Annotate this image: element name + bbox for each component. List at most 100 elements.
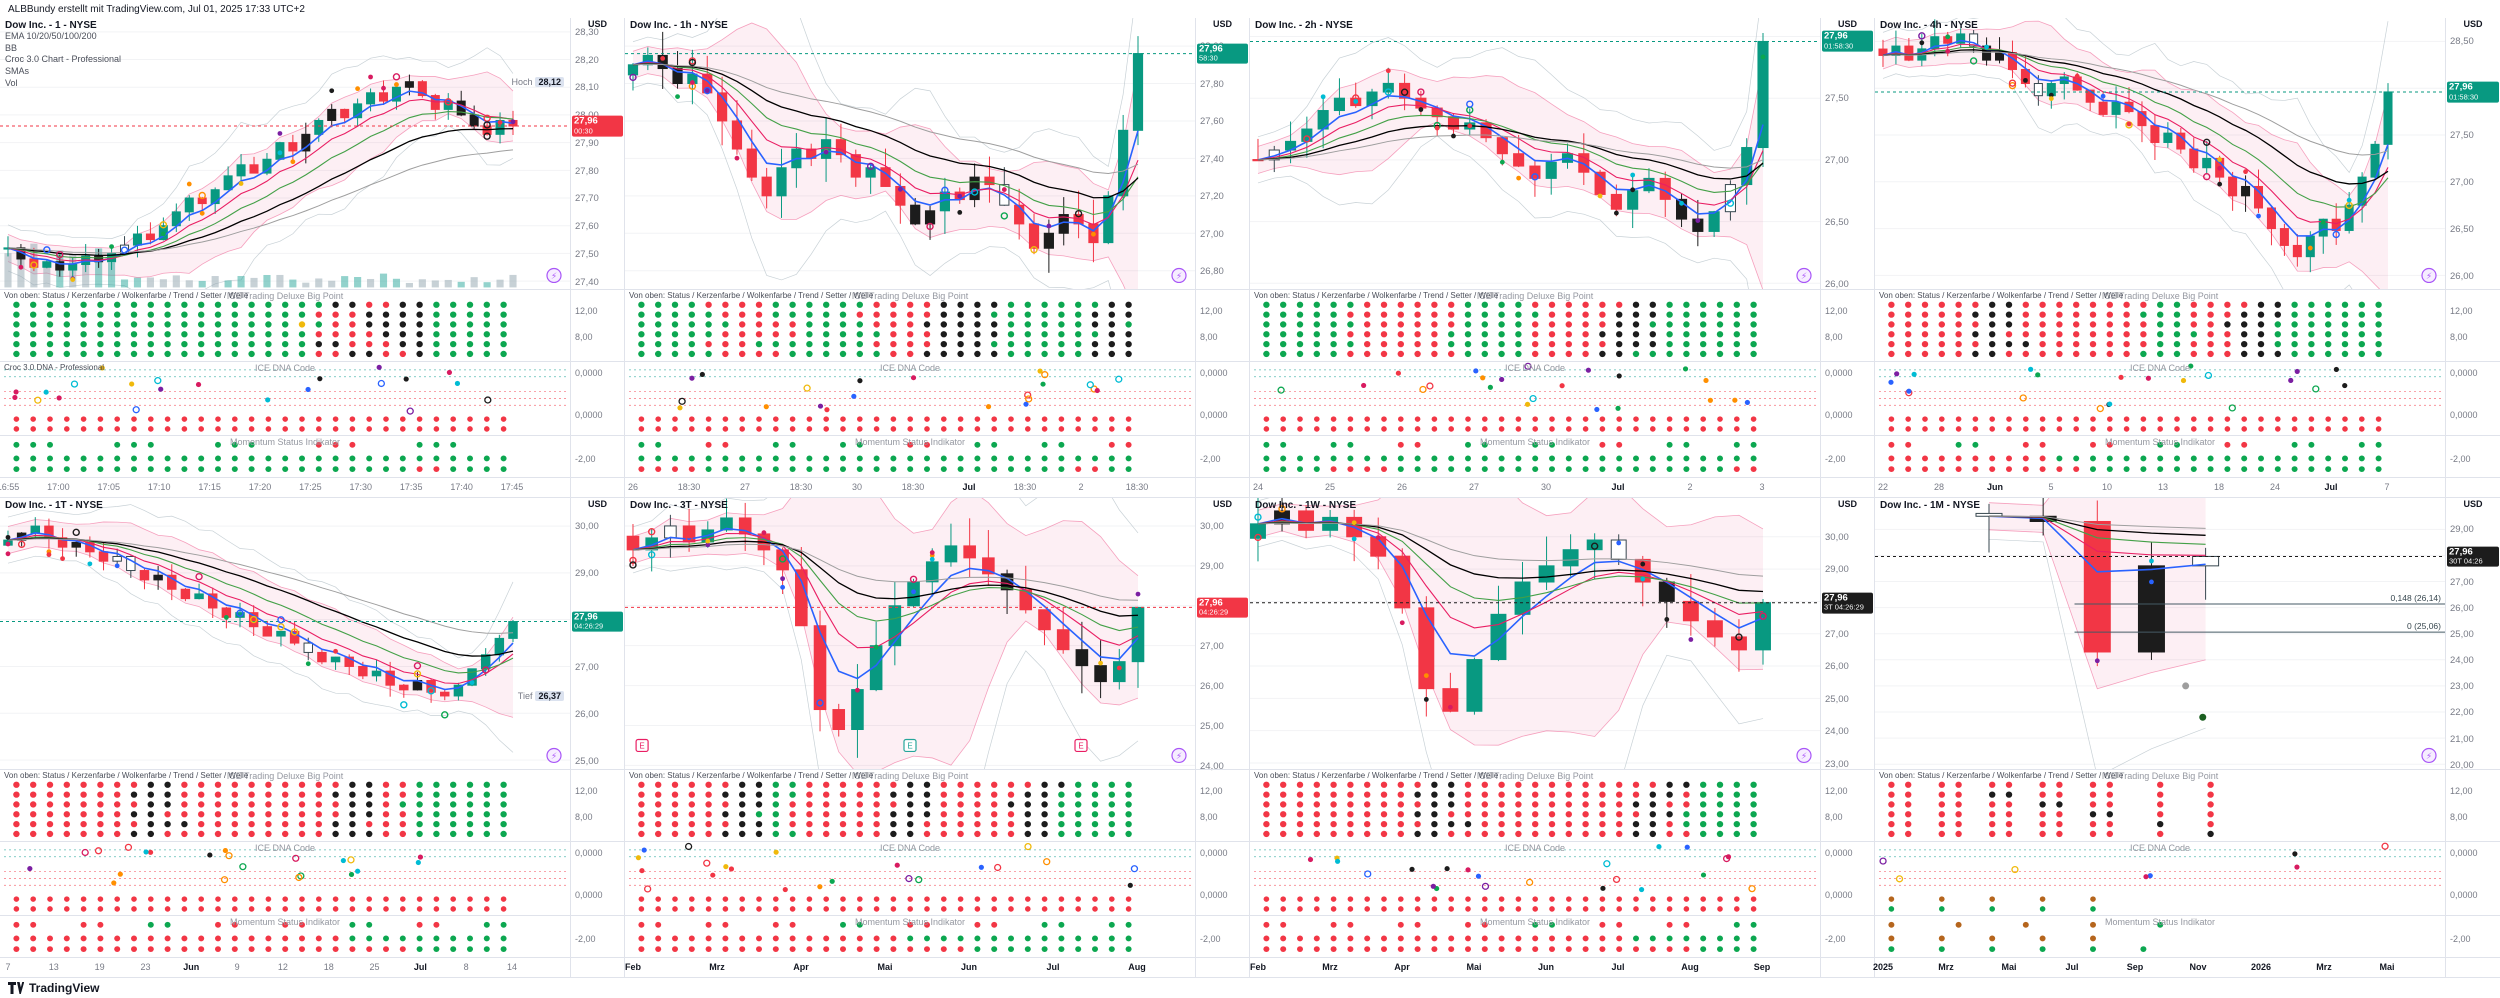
- event-marker[interactable]: [1074, 738, 1088, 753]
- momentum-axis[interactable]: -2,00: [571, 435, 624, 477]
- dna-pane[interactable]: ICE DNA Code: [1250, 361, 1820, 436]
- dna-pane[interactable]: ICE DNA Code: [625, 841, 1195, 916]
- dna-axis[interactable]: 0,0000 0,0000: [571, 361, 624, 435]
- price-chart-area[interactable]: ⚡ Dow Inc. - 1 - NYSE EMA 10/20/50/100/2…: [0, 18, 570, 290]
- bigpoint-pane[interactable]: ICE Trading Deluxe Big Point Von oben: S…: [0, 289, 570, 362]
- price-chart-canvas[interactable]: ⚡: [1250, 498, 1820, 770]
- dna-pane[interactable]: ICE DNA Code Croc 3.0 DNA - Professional: [0, 361, 570, 436]
- dna-axis[interactable]: 0,0000 0,0000: [1821, 841, 1874, 915]
- momentum-axis[interactable]: -2,00: [2446, 435, 2500, 477]
- bigpoint-pane[interactable]: ICE Trading Deluxe Big Point Von oben: S…: [1875, 289, 2445, 362]
- price-chart-area[interactable]: ⚡ Dow Inc. - 1W - NYSE: [1250, 498, 1820, 770]
- time-axis[interactable]: 24 25 26 27 30 Jul 2 3: [1250, 477, 1820, 497]
- price-chart-canvas[interactable]: E E E ⚡: [625, 498, 1195, 770]
- dna-code-plot: [1879, 842, 2441, 912]
- event-marker[interactable]: [903, 738, 917, 753]
- bigpoint-axis[interactable]: 12,00 8,00: [1196, 289, 1249, 361]
- dna-axis[interactable]: 0,0000 0,0000: [1821, 361, 1874, 435]
- bigpoint-pane[interactable]: ICE Trading Deluxe Big Point Von oben: S…: [625, 769, 1195, 842]
- price-axis[interactable]: USD 28,0027,8027,6027,4027,2027,0026,802…: [1195, 18, 1249, 497]
- price-tick: 25,00: [1200, 721, 1224, 732]
- momentum-pane[interactable]: Momentum Status Indikator: [1875, 915, 2445, 958]
- dna-axis[interactable]: 0,0000 0,0000: [2446, 841, 2500, 915]
- dna-axis[interactable]: 0,0000 0,0000: [1196, 361, 1249, 435]
- bigpoint-axis[interactable]: 12,00 8,00: [2446, 769, 2500, 841]
- price-axis[interactable]: USD 28,30 28,20 28,10 28,00 27,90 27,80 27,70 2…: [570, 18, 624, 497]
- price-chart-canvas[interactable]: ⚡: [0, 498, 570, 769]
- tradingview-logo-icon[interactable]: [8, 981, 24, 995]
- momentum-pane[interactable]: Momentum Status Indikator: [0, 915, 570, 958]
- bigpoint-pane[interactable]: ICE Trading Deluxe Big Point Von oben: S…: [625, 289, 1195, 362]
- price-axis-main[interactable]: USD 28,0027,5027,0026,5026,0027,9601:58:…: [1821, 18, 1874, 290]
- momentum-pane[interactable]: Momentum Status Indikator: [1250, 435, 1820, 478]
- bigpoint-pane[interactable]: ICE Trading Deluxe Big Point Von oben: S…: [1875, 769, 2445, 842]
- price-chart-canvas[interactable]: ⚡: [1250, 18, 1820, 290]
- time-axis[interactable]: 22 28 Jun 5 10 13 18 24 Jul 7: [1875, 477, 2445, 497]
- bigpoint-axis[interactable]: 12,00 8,00: [1196, 769, 1249, 841]
- price-axis-main[interactable]: USD 28,0027,8027,6027,4027,2027,0026,802…: [1196, 18, 1249, 289]
- price-chart-area[interactable]: ⚡ Dow Inc. - 1h - NYSE: [625, 18, 1195, 290]
- dna-pane[interactable]: ICE DNA Code: [1875, 841, 2445, 916]
- price-axis-main[interactable]: USD 30,0029,0028,0027,0026,0025,0024,002…: [1821, 498, 1874, 770]
- price-axis[interactable]: USD 28,0027,5027,0026,5026,0027,9601:58:…: [1820, 18, 1874, 497]
- dna-pane[interactable]: ICE DNA Code: [0, 841, 570, 916]
- price-axis-main[interactable]: USD 28,30 28,20 28,10 28,00 27,90 27,80 27,70 2…: [571, 18, 624, 289]
- time-tick: Apr: [1394, 962, 1410, 973]
- svg-text:⚡: ⚡: [1801, 271, 1807, 281]
- dna-pane[interactable]: ICE DNA Code: [1875, 361, 2445, 436]
- momentum-pane[interactable]: Momentum Status Indikator: [1250, 915, 1820, 958]
- momentum-axis[interactable]: -2,00: [1821, 435, 1874, 477]
- scale-value: 12,00: [1825, 306, 1848, 317]
- momentum-axis[interactable]: -2,00: [571, 915, 624, 957]
- price-chart-canvas[interactable]: ⚡: [0, 18, 570, 290]
- momentum-axis[interactable]: -2,00: [2446, 915, 2500, 957]
- dna-axis[interactable]: 0,0000 0,0000: [1196, 841, 1249, 915]
- momentum-pane[interactable]: Momentum Status Indikator: [0, 435, 570, 478]
- price-axis[interactable]: USD 28,5028,0027,5027,0026,5026,0027,960…: [2445, 18, 2500, 497]
- time-axis[interactable]: Feb Mrz Apr Mai Jun Jul Aug Sep: [1250, 957, 1820, 977]
- time-axis[interactable]: 26 18:30 27 18:30 30 18:30 Jul 18:30 2 18:30: [625, 477, 1195, 497]
- time-axis[interactable]: 2025 Mrz Mai Jul Sep Nov 2026 Mrz Mai: [1873, 957, 2445, 977]
- dna-code-plot: [1879, 363, 2441, 432]
- price-chart-area[interactable]: ⚡ Dow Inc. - 2h - NYSE: [1250, 18, 1820, 290]
- event-marker[interactable]: [635, 738, 649, 753]
- bigpoint-pane[interactable]: ICE Trading Deluxe Big Point Von oben: S…: [1250, 289, 1820, 362]
- bigpoint-axis[interactable]: 12,00 8,00: [1821, 289, 1874, 361]
- dna-axis[interactable]: 0,0000 0,0000: [571, 841, 624, 915]
- price-chart-canvas[interactable]: ⚡: [625, 18, 1195, 290]
- price-axis[interactable]: USD 30,0029,0028,0027,0026,0025,0027,960…: [570, 498, 624, 977]
- bigpoint-axis[interactable]: 12,00 8,00: [571, 769, 624, 841]
- momentum-pane[interactable]: Momentum Status Indikator: [625, 435, 1195, 478]
- price-axis-main[interactable]: USD 29,0028,0027,0026,0025,0024,0023,002…: [2446, 498, 2500, 771]
- price-chart-area[interactable]: E E E ⚡ Dow Inc. - 3T - NYSE: [625, 498, 1195, 770]
- price-axis-main[interactable]: USD 28,5028,0027,5027,0026,5026,0027,960…: [2446, 18, 2500, 289]
- price-axis[interactable]: USD 29,0028,0027,0026,0025,0024,0023,002…: [2445, 498, 2500, 977]
- bigpoint-axis[interactable]: 12,00 8,00: [571, 289, 624, 361]
- time-axis[interactable]: 7 13 19 23 Jun 9 12 18 25 Jul 8 14: [0, 957, 570, 977]
- price-chart-area[interactable]: ⚡ Dow Inc. - 4h - NYSE: [1875, 18, 2445, 290]
- momentum-pane[interactable]: Momentum Status Indikator: [625, 915, 1195, 958]
- price-chart-area[interactable]: 0,148 (26,14) 0 (25,06) ⚡ Dow Inc. - 1M - …: [1875, 498, 2445, 770]
- bigpoint-axis[interactable]: 12,00 8,00: [1821, 769, 1874, 841]
- bigpoint-pane[interactable]: ICE Trading Deluxe Big Point Von oben: S…: [0, 769, 570, 842]
- price-chart-area[interactable]: ⚡ Dow Inc. - 1T - NYSE Tief 26,37: [0, 498, 570, 769]
- time-axis[interactable]: 16:55 17:00 17:05 17:10 17:15 17:20 17:25 17:30…: [0, 477, 570, 497]
- bigpoint-axis[interactable]: 12,00 8,00: [2446, 289, 2500, 361]
- momentum-pane[interactable]: Momentum Status Indikator: [1875, 435, 2445, 478]
- price-axis-main[interactable]: USD 30,0029,0028,0027,0026,0025,0027,960…: [571, 498, 624, 769]
- price-chart-canvas[interactable]: 0,148 (26,14) 0 (25,06) ⚡: [1875, 498, 2445, 770]
- bigpoint-pane[interactable]: ICE Trading Deluxe Big Point Von oben: S…: [1250, 769, 1820, 842]
- momentum-axis[interactable]: -2,00: [1821, 915, 1874, 957]
- price-axis[interactable]: USD 30,0029,0028,0027,0026,0025,0024,002…: [1195, 498, 1249, 977]
- price-axis-main[interactable]: USD 30,0029,0028,0027,0026,0025,0024,002…: [1196, 498, 1249, 772]
- tradingview-wordmark[interactable]: TradingView: [29, 981, 100, 995]
- price-tick: 22,00: [2450, 707, 2474, 719]
- momentum-axis[interactable]: -2,00: [1196, 915, 1249, 957]
- dna-pane[interactable]: ICE DNA Code: [1250, 841, 1820, 916]
- dna-axis[interactable]: 0,0000 0,0000: [2446, 361, 2500, 435]
- time-axis[interactable]: Feb Mrz Apr Mai Jun Jul Aug: [625, 957, 1195, 977]
- price-axis[interactable]: USD 30,0029,0028,0027,0026,0025,0024,002…: [1820, 498, 1874, 977]
- price-chart-canvas[interactable]: ⚡: [1875, 18, 2445, 290]
- momentum-axis[interactable]: -2,00: [1196, 435, 1249, 477]
- dna-pane[interactable]: ICE DNA Code: [625, 361, 1195, 436]
